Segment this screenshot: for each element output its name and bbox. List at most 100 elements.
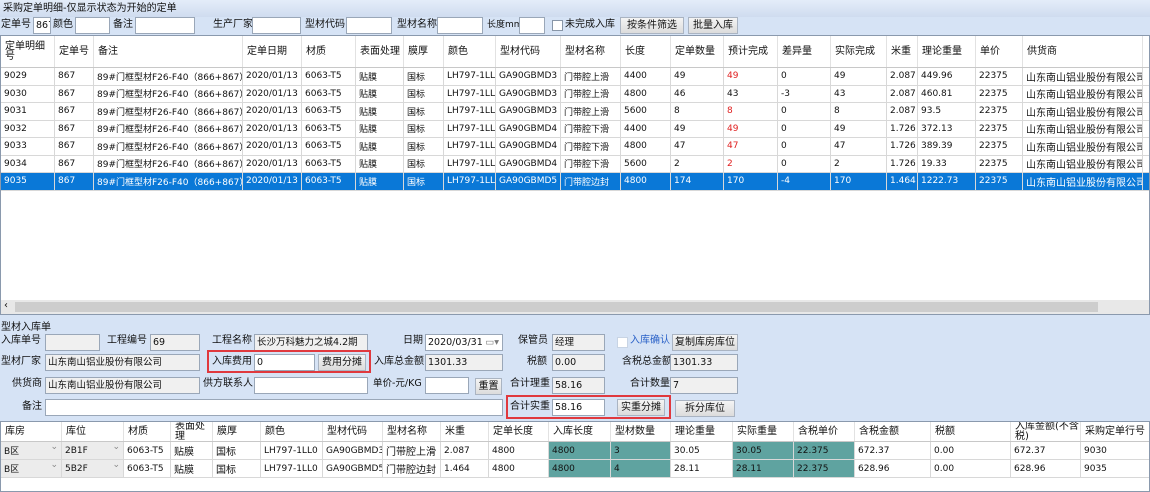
order-no-input[interactable]: 867 [33,17,51,34]
table-row[interactable]: 9032 867 89#门框型材F26-F40（866+867） 2020/01/13… [1,120,1149,138]
table-row[interactable]: 9035 867 89#门框型材F26-F40（866+867） 2020/01/13… [1,173,1149,191]
total-tax-input[interactable]: 1301.33 [670,354,738,371]
unit-price-input[interactable] [425,377,469,394]
column-header[interactable]: 表面处理 [171,422,213,441]
reset-button[interactable]: 重置 [475,378,502,395]
split-location-button[interactable]: 拆分库位 [675,400,735,417]
receipt-no-input[interactable] [45,334,100,351]
column-header[interactable]: 单价 [976,36,1023,67]
column-header[interactable]: 实际重量 [733,422,794,441]
table-row[interactable]: 9029 867 89#门框型材F26-F40（866+867） 2020/01/13… [1,68,1149,86]
filter-button[interactable]: 按条件筛选 [620,17,684,34]
table-cell[interactable]: 28.11 [733,460,794,477]
column-header[interactable]: 库房 [1,422,62,441]
column-header[interactable]: 材质 [302,36,356,67]
column-header[interactable]: 膜厚 [404,36,444,67]
table-row[interactable]: 9033 867 89#门框型材F26-F40（866+867） 2020/01/13… [1,138,1149,156]
column-header[interactable]: 含税金额 [855,422,931,441]
fee-split-button[interactable]: 费用分摊 [318,354,366,371]
chevron-down-icon[interactable]: ⌄ [112,442,120,452]
remark-input[interactable] [135,17,195,34]
column-header[interactable]: 理论重量 [671,422,733,441]
column-header[interactable]: 材质 [124,422,171,441]
column-header[interactable]: 型材名称 [561,36,621,67]
weight-split-button[interactable]: 实重分摊 [617,399,665,416]
table-cell[interactable]: B区 ⌄ [1,442,62,459]
column-header[interactable]: 型材代码 [323,422,383,441]
column-header[interactable]: 型材数量 [611,422,671,441]
column-header[interactable]: 定单明细号 [1,36,55,67]
horizontal-scrollbar[interactable]: ‹ [1,300,1149,314]
column-header[interactable]: 定单日期 [243,36,302,67]
column-header[interactable]: 米重 [887,36,918,67]
maker-input[interactable] [252,17,301,34]
table-cell[interactable]: 22.375 [794,460,855,477]
actual-weight-input[interactable]: 58.16 [552,399,605,416]
column-header[interactable]: 米重 [441,422,489,441]
copy-location-button[interactable]: 复制库房库位 [672,334,738,351]
column-header[interactable]: 表面处理 [356,36,404,67]
theory-weight-input[interactable]: 58.16 [552,377,605,394]
supplier-input[interactable]: 山东南山铝业股份有限公司 [45,377,200,394]
column-header[interactable]: 型材名称 [383,422,441,441]
column-header[interactable]: 采购定单行号 [1081,422,1149,441]
column-header[interactable]: 颜色 [444,36,496,67]
column-header[interactable]: 膜厚 [213,422,261,441]
table-cell[interactable]: 3 [611,442,671,459]
table-cell[interactable]: 5B2F ⌄ [62,460,124,477]
table-row[interactable]: 9030 867 89#门框型材F26-F40（866+867） 2020/01/13… [1,85,1149,103]
column-header[interactable]: 型材代码 [496,36,561,67]
chevron-down-icon[interactable]: ⌄ [112,460,120,470]
name-input[interactable] [437,17,483,34]
fee-input[interactable]: 0 [254,354,315,371]
length-input[interactable] [519,17,545,34]
scrollbar-thumb[interactable] [15,302,1098,312]
remark-input[interactable] [45,399,503,416]
keeper-input[interactable]: 经理 [552,334,605,351]
column-header[interactable]: 颜色 [261,422,323,441]
table-cell[interactable]: 4 [611,460,671,477]
date-picker[interactable]: 2020/03/31 ▭▾ [425,334,503,351]
column-header[interactable]: 预计完成 [724,36,778,67]
chevron-down-icon[interactable]: ⌄ [50,442,58,452]
table-row[interactable]: 9031 867 89#门框型材F26-F40（866+867） 2020/01/13… [1,103,1149,121]
column-header[interactable]: 入库金额(不含税) [1011,422,1081,441]
code-input[interactable] [346,17,392,34]
maker-input[interactable]: 山东南山铝业股份有限公司 [45,354,200,371]
scroll-left-icon[interactable]: ‹ [4,300,8,311]
column-header[interactable] [1143,36,1149,67]
project-no-input[interactable]: 69 [150,334,200,351]
table-cell[interactable]: 4800 [549,460,611,477]
table-cell[interactable]: 22.375 [794,442,855,459]
column-header[interactable]: 税额 [931,422,1011,441]
tax-input[interactable]: 0.00 [552,354,605,371]
chevron-down-icon[interactable]: ⌄ [50,460,58,470]
table-cell[interactable]: 30.05 [733,442,794,459]
total-input[interactable]: 1301.33 [425,354,503,371]
column-header[interactable]: 入库长度 [549,422,611,441]
column-header[interactable]: 定单长度 [489,422,549,441]
color-input[interactable] [75,17,110,34]
contact-input[interactable] [254,377,368,394]
column-header[interactable]: 定单数量 [671,36,724,67]
column-header[interactable]: 库位 [62,422,124,441]
column-header[interactable]: 供货商 [1023,36,1143,67]
table-cell[interactable]: B区 ⌄ [1,460,62,477]
project-name-input[interactable]: 长沙万科魅力之城4.2期 [254,334,368,351]
column-header[interactable]: 理论重量 [918,36,976,67]
column-header[interactable]: 实际完成 [831,36,887,67]
column-header[interactable]: 备注 [94,36,243,67]
table-cell[interactable]: 4800 [549,442,611,459]
column-header[interactable]: 差异量 [778,36,831,67]
table-row[interactable]: B区 ⌄ 5B2F ⌄ 6063-T5 贴膜 国标 LH797-1LL0 GA90GBMD5 门带… [1,460,1149,478]
table-row[interactable]: 9034 867 89#门框型材F26-F40（866+867） 2020/01/13… [1,155,1149,173]
column-header[interactable]: 定单号 [55,36,94,67]
column-header[interactable]: 长度 [621,36,671,67]
unfinished-checkbox[interactable] [552,20,563,31]
qty-input[interactable]: 7 [670,377,738,394]
table-cell[interactable]: 2B1F ⌄ [62,442,124,459]
column-header[interactable]: 含税单价 [794,422,855,441]
confirm-checkbox[interactable] [617,337,628,348]
table-row[interactable]: B区 ⌄ 2B1F ⌄ 6063-T5 贴膜 国标 LH797-1LL0 GA90GBMD3 门带… [1,442,1149,460]
batch-receive-button[interactable]: 批量入库 [688,17,738,34]
